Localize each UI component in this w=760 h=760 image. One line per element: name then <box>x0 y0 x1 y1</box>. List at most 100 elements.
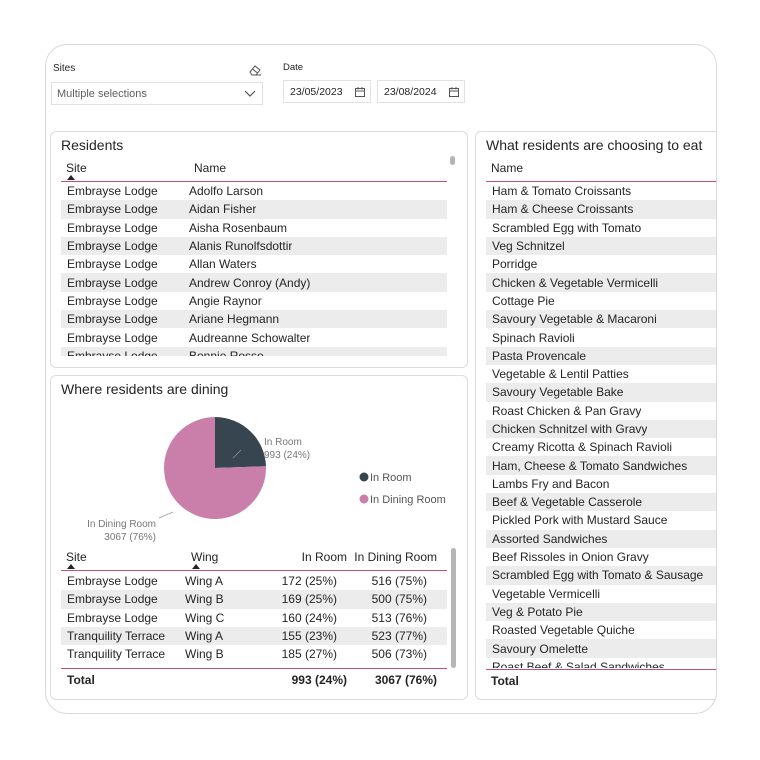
dining-col-in-room[interactable]: In Room <box>301 550 347 564</box>
dining-cell-in-room: 172 (25%) <box>281 574 337 589</box>
list-item[interactable]: Veg & Potato Pie <box>486 602 716 622</box>
list-item[interactable]: Spinach Ravioli <box>486 328 716 346</box>
date-end-value: 23/08/2024 <box>384 85 437 98</box>
header-divider <box>486 181 716 182</box>
dining-table-body: Embrayse Lodge Wing A 172 (25%) 516 (75%) Em… <box>61 572 447 663</box>
residents-cell-site: Embrayse Lodge <box>67 239 158 254</box>
legend-in-room[interactable]: In Room <box>370 472 412 484</box>
table-row[interactable]: Embrayse Lodge Adolfo Larson <box>61 182 447 200</box>
list-item[interactable]: Scrambled Egg with Tomato & Sausage <box>486 566 716 585</box>
residents-col-name[interactable]: Name <box>194 161 227 175</box>
list-item[interactable]: Chicken Schnitzel with Gravy <box>486 419 716 439</box>
sort-ascending-icon <box>67 175 75 180</box>
table-row[interactable]: Embrayse Lodge Angie Raynor <box>61 292 447 310</box>
table-row[interactable]: Embrayse Lodge Aisha Rosenbaum <box>61 219 447 237</box>
sort-ascending-icon <box>67 564 75 569</box>
food-col-name[interactable]: Name <box>491 161 524 175</box>
residents-cell-site: Embrayse Lodge <box>67 312 158 327</box>
list-item[interactable]: Savoury Vegetable Bake <box>486 383 716 402</box>
dining-cell-dining-room: 523 (77%) <box>371 629 427 644</box>
food-table-body: Ham & Tomato Croissants Ham & Cheese Croi… <box>486 182 716 668</box>
list-item[interactable]: Chicken & Vegetable Vermicelli <box>486 273 716 292</box>
table-row[interactable]: Tranquility Terrace Wing A 155 (23%) 523 (7… <box>61 626 447 646</box>
table-row[interactable]: Embrayse Lodge Aidan Fisher <box>61 200 447 219</box>
pie-label-dining: In Dining Room <box>87 519 156 530</box>
residents-col-site[interactable]: Site <box>66 161 87 175</box>
calendar-icon[interactable] <box>355 87 365 100</box>
table-row[interactable]: Embrayse Lodge Bonnie Rosso <box>61 346 447 356</box>
list-item[interactable]: Ham, Cheese & Tomato Sandwiches <box>486 456 716 475</box>
dining-cell-dining-room: 516 (75%) <box>371 574 427 589</box>
food-cell-name: Veg Schnitzel <box>492 239 565 254</box>
table-row[interactable]: Embrayse Lodge Andrew Conroy (Andy) <box>61 273 447 292</box>
food-cell-name: Assorted Sandwiches <box>492 531 608 546</box>
list-item[interactable]: Lambs Fry and Bacon <box>486 475 716 493</box>
list-item[interactable]: Roast Chicken & Pan Gravy <box>486 402 716 420</box>
total-divider <box>486 669 716 670</box>
table-row[interactable]: Tranquility Terrace Wing B 185 (27%) 506 (7… <box>61 645 447 663</box>
date-start-input[interactable]: 23/05/2023 <box>283 80 371 103</box>
list-item[interactable]: Ham & Tomato Croissants <box>486 182 716 200</box>
list-item[interactable]: Savoury Omelette <box>486 639 716 658</box>
pie-slice-dining-room[interactable] <box>164 417 266 519</box>
list-item[interactable]: Roast Beef & Salad Sandwiches <box>486 658 716 668</box>
pie-slice-in-room[interactable] <box>215 417 266 468</box>
table-row[interactable]: Embrayse Lodge Ariane Hegmann <box>61 310 447 329</box>
list-item[interactable]: Savoury Vegetable & Macaroni <box>486 310 716 329</box>
list-item[interactable]: Ham & Cheese Croissants <box>486 200 716 219</box>
date-end-input[interactable]: 23/08/2024 <box>377 80 465 103</box>
food-cell-name: Lambs Fry and Bacon <box>492 476 610 491</box>
residents-scrollbar[interactable] <box>450 156 455 165</box>
residents-table-body: Embrayse Lodge Adolfo Larson Embrayse Lodg… <box>61 182 447 356</box>
table-row[interactable]: Embrayse Lodge Wing B 169 (25%) 500 (75%) <box>61 590 447 609</box>
residents-cell-site: Embrayse Lodge <box>67 348 158 356</box>
list-item[interactable]: Beef & Vegetable Casserole <box>486 493 716 512</box>
dining-cell-in-room: 185 (27%) <box>281 647 337 662</box>
dining-pie-chart: In Room 993 (24%) In Dining Room 3067 (7… <box>87 417 446 543</box>
list-item[interactable]: Beef Rissoles in Onion Gravy <box>486 548 716 566</box>
table-row[interactable]: Embrayse Lodge Wing A 172 (25%) 516 (75%) <box>61 572 447 590</box>
residents-cell-name: Aidan Fisher <box>189 202 257 217</box>
list-item[interactable]: Cottage Pie <box>486 292 716 310</box>
dining-col-dining-room[interactable]: In Dining Room <box>354 550 437 564</box>
dining-col-wing[interactable]: Wing <box>191 550 219 564</box>
residents-cell-name: Audreanne Schowalter <box>189 330 311 345</box>
food-cell-name: Vegetable & Lentil Patties <box>492 367 629 382</box>
list-item[interactable]: Assorted Sandwiches <box>486 529 716 548</box>
table-row[interactable]: Embrayse Lodge Audreanne Schowalter <box>61 328 447 346</box>
dining-cell-wing: Wing C <box>185 610 225 625</box>
list-item[interactable]: Pasta Provencale <box>486 346 716 365</box>
food-cell-name: Ham & Tomato Croissants <box>492 184 632 199</box>
list-item[interactable]: Creamy Ricotta & Spinach Ravioli <box>486 438 716 456</box>
pie-value-in-room: 993 (24%) <box>264 450 310 461</box>
table-row[interactable]: Embrayse Lodge Alanis Runolfsdottir <box>61 236 447 256</box>
dining-total-in-room: 993 (24%) <box>291 673 347 687</box>
dining-cell-site: Embrayse Lodge <box>67 610 158 625</box>
dining-scrollbar[interactable] <box>451 548 456 668</box>
list-item[interactable]: Veg Schnitzel <box>486 236 716 256</box>
dining-col-site[interactable]: Site <box>66 550 87 564</box>
table-row[interactable]: Embrayse Lodge Wing C 160 (24%) 513 (76%) <box>61 609 447 627</box>
list-item[interactable]: Scrambled Egg with Tomato <box>486 219 716 237</box>
list-item[interactable]: Porridge <box>486 255 716 273</box>
calendar-icon[interactable] <box>449 87 459 100</box>
header-divider <box>61 181 447 182</box>
list-item[interactable]: Pickled Pork with Mustard Sauce <box>486 511 716 529</box>
dining-cell-site: Tranquility Terrace <box>67 647 166 662</box>
sites-dropdown[interactable]: Multiple selections <box>51 82 263 105</box>
report-frame: Sites Multiple selections Date 23/05/202… <box>45 44 717 714</box>
list-item[interactable]: Vegetable Vermicelli <box>486 585 716 603</box>
list-item[interactable]: Roasted Vegetable Quiche <box>486 621 716 639</box>
list-item[interactable]: Vegetable & Lentil Patties <box>486 365 716 383</box>
dining-cell-dining-room: 506 (73%) <box>371 647 427 662</box>
residents-cell-site: Embrayse Lodge <box>67 202 158 217</box>
residents-cell-site: Embrayse Lodge <box>67 257 158 272</box>
dining-cell-dining-room: 500 (75%) <box>371 592 427 607</box>
residents-cell-name: Angie Raynor <box>189 293 262 308</box>
sort-ascending-icon <box>192 564 200 569</box>
food-cell-name: Pasta Provencale <box>492 348 587 363</box>
food-cell-name: Beef & Vegetable Casserole <box>492 495 643 510</box>
legend-dining[interactable]: In Dining Room <box>370 494 446 506</box>
eraser-icon[interactable] <box>248 63 262 76</box>
table-row[interactable]: Embrayse Lodge Allan Waters <box>61 255 447 273</box>
